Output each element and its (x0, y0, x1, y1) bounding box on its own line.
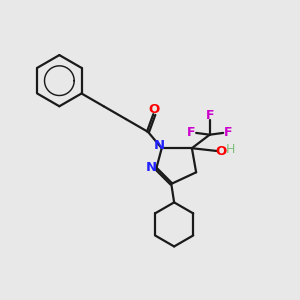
Text: F: F (224, 126, 232, 140)
Text: O: O (149, 103, 160, 116)
Text: N: N (154, 139, 165, 152)
Text: F: F (206, 109, 214, 122)
Text: H: H (226, 143, 235, 156)
Text: N: N (146, 161, 157, 174)
Text: O: O (215, 145, 226, 158)
Text: F: F (187, 126, 196, 140)
